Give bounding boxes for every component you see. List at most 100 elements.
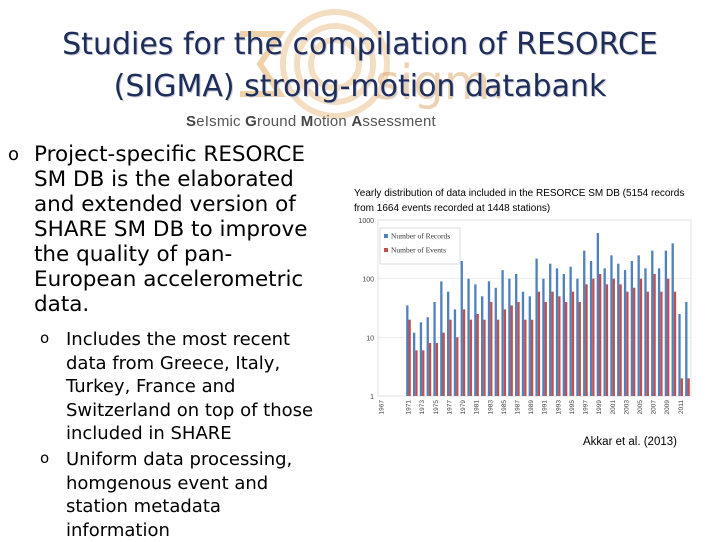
bar <box>673 291 677 396</box>
bar <box>653 274 656 396</box>
bar <box>460 261 463 396</box>
bar <box>449 319 452 396</box>
x-tick-label: 1983 <box>487 400 494 415</box>
legend-label: Number of Events <box>391 246 446 255</box>
bar <box>589 261 593 396</box>
bar <box>651 250 654 396</box>
bar <box>483 319 486 396</box>
bar <box>562 274 565 396</box>
bar <box>680 378 683 396</box>
legend-box <box>379 227 461 265</box>
x-tick-label: 2007 <box>651 400 658 415</box>
bar <box>408 319 411 396</box>
bar <box>469 319 473 396</box>
bar <box>412 332 416 396</box>
bar <box>646 291 649 396</box>
sub-bullet-text: Includes the most recent data from Greec… <box>66 329 314 444</box>
bullet-marker: o <box>8 144 20 165</box>
bar <box>569 266 572 396</box>
y-tick-label: 1000 <box>358 218 374 225</box>
bar <box>521 291 525 396</box>
bar <box>660 291 663 396</box>
bar <box>678 313 681 396</box>
bar <box>549 263 552 396</box>
y-tick-label: 10 <box>366 335 374 342</box>
credit-text: Akkar et al. (2013) <box>583 436 677 448</box>
bar <box>456 337 459 396</box>
bar <box>558 296 561 396</box>
bar <box>583 250 586 396</box>
x-tick-label: 2005 <box>637 400 644 415</box>
bullet-marker: o <box>40 449 50 467</box>
bar <box>419 322 423 396</box>
x-tick-label: 2003 <box>623 400 630 415</box>
bar <box>528 296 531 396</box>
bar <box>564 302 568 396</box>
bar <box>494 287 497 396</box>
bar <box>422 350 425 396</box>
x-tick-label: 2011 <box>678 400 685 414</box>
bar <box>537 291 541 396</box>
bar <box>476 313 479 396</box>
legend-swatch <box>384 234 388 238</box>
bar <box>435 343 439 396</box>
bar <box>433 302 436 396</box>
bar <box>555 268 559 396</box>
bar <box>530 319 534 396</box>
x-tick-label: 1993 <box>555 400 562 415</box>
bar <box>639 278 643 396</box>
x-tick-label: 1999 <box>596 400 603 415</box>
bar <box>578 302 581 396</box>
title-line-1: Studies for the compilation of RESORCE <box>62 27 658 62</box>
main-bullet-text: Project-specific RESORCE SM DB is the el… <box>34 142 308 317</box>
bar <box>685 302 688 396</box>
bar <box>657 268 661 396</box>
bar <box>619 284 622 396</box>
bar <box>571 291 575 396</box>
bar <box>605 284 609 396</box>
bar <box>496 319 500 396</box>
bar <box>501 270 504 396</box>
x-tick-label: 2001 <box>610 400 617 415</box>
logo-wordmark: sigma <box>375 55 500 111</box>
bar <box>426 317 429 396</box>
x-tick-label: 1991 <box>542 400 549 415</box>
sigma-logo: sigma <box>240 9 500 119</box>
bar <box>630 261 634 396</box>
bar <box>446 291 450 396</box>
bar <box>544 302 547 396</box>
sub-bullet-text: Uniform data processing, homgenous event… <box>66 449 293 541</box>
bar <box>610 255 613 396</box>
bar <box>487 281 491 396</box>
bar <box>428 343 432 396</box>
x-tick-label: 1967 <box>378 400 385 415</box>
bullet-marker: o <box>40 329 50 347</box>
bar <box>551 291 554 396</box>
bar <box>508 278 511 396</box>
bar <box>524 319 527 396</box>
bar <box>633 287 636 396</box>
x-tick-label: 1975 <box>433 400 440 415</box>
bar <box>603 268 606 396</box>
bar <box>453 309 457 396</box>
x-tick-label: 1997 <box>583 400 590 415</box>
legend-label: Number of Records <box>391 232 450 241</box>
bar <box>462 309 466 396</box>
bar <box>517 302 520 396</box>
bar <box>626 291 629 396</box>
bar <box>644 268 647 396</box>
y-tick-label: 100 <box>362 277 374 284</box>
bar <box>612 278 615 396</box>
bar <box>474 284 477 396</box>
y-tick-label: 1 <box>370 394 374 401</box>
x-tick-label: 1973 <box>419 400 426 415</box>
bar <box>576 278 579 396</box>
bar <box>515 274 518 396</box>
x-tick-label: 1995 <box>569 400 576 415</box>
bar <box>637 255 640 396</box>
bar <box>592 278 595 396</box>
x-tick-label: 1971 <box>406 400 413 415</box>
bar <box>664 250 668 396</box>
bar <box>667 278 670 396</box>
bar-chart: 1 10 100 1000 1967 1971 1973 1975 1977 1979 1981 19… <box>358 218 692 415</box>
